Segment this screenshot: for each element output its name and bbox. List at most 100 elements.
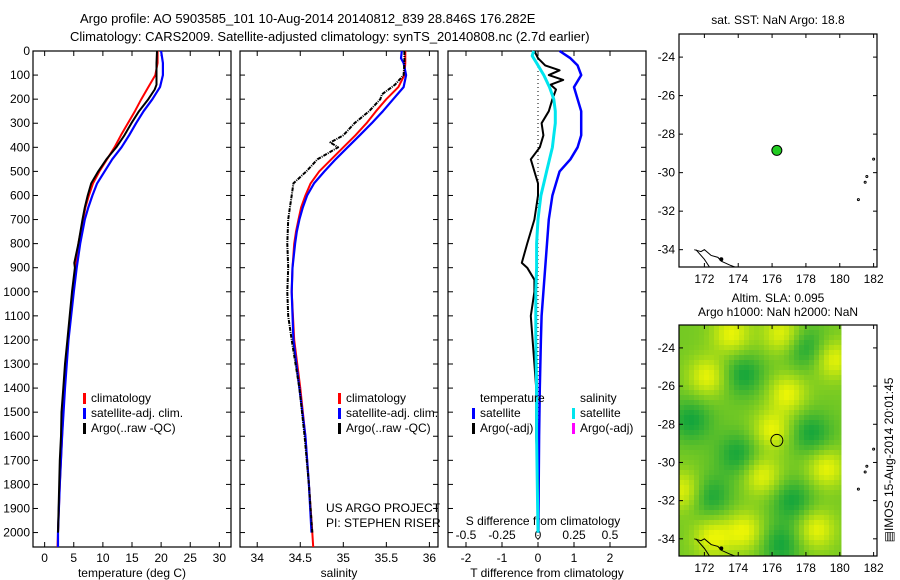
sla-cell — [834, 430, 839, 435]
sla-cell — [804, 330, 809, 335]
sla-cell — [739, 390, 744, 395]
x-tick-label: 10 — [96, 551, 110, 565]
sla-cell — [809, 435, 814, 440]
x2-tick-label: -0.5 — [456, 528, 477, 542]
sla-cell — [709, 355, 714, 360]
sla-cell — [839, 525, 842, 530]
sla-cell — [794, 465, 799, 470]
sla-cell — [744, 520, 749, 525]
sla-cell — [809, 350, 814, 355]
sla-cell — [814, 340, 819, 345]
sla-cell — [694, 410, 699, 415]
sla-cell — [694, 340, 699, 345]
sla-cell — [719, 435, 724, 440]
sla-cell — [739, 500, 744, 505]
sla-cell — [749, 460, 754, 465]
sla-cell — [779, 355, 784, 360]
sla-cell — [679, 325, 684, 330]
sla-cell — [749, 425, 754, 430]
sla-cell — [784, 415, 789, 420]
sla-cell — [809, 485, 814, 490]
sla-cell — [749, 365, 754, 370]
sla-cell — [684, 400, 689, 405]
sla-cell — [779, 345, 784, 350]
sla-cell — [744, 430, 749, 435]
sla-cell — [799, 440, 804, 445]
sla-cell — [799, 405, 804, 410]
sla-cell — [754, 530, 759, 535]
sla-cell — [714, 490, 719, 495]
sla-cell — [719, 510, 724, 515]
argo-line — [286, 51, 406, 533]
sla-cell — [744, 325, 749, 330]
sla-cell — [679, 355, 684, 360]
sla-cell — [734, 515, 739, 520]
sla-cell — [824, 450, 829, 455]
sla-cell — [839, 515, 842, 520]
sla-cell — [799, 370, 804, 375]
sla-cell — [784, 525, 789, 530]
sla-cell — [699, 455, 704, 460]
sla-cell — [839, 540, 842, 545]
sla-cell — [704, 360, 709, 365]
sla-cell — [724, 335, 729, 340]
sla-cell — [709, 520, 714, 525]
sla-cell — [739, 520, 744, 525]
sla-cell — [774, 460, 779, 465]
sla-cell — [804, 350, 809, 355]
sla-cell — [769, 520, 774, 525]
sla-cell — [754, 540, 759, 545]
sla-cell — [684, 480, 689, 485]
y-tick-label: 1400 — [3, 381, 30, 395]
sla-cell — [714, 385, 719, 390]
sla-cell — [799, 390, 804, 395]
sla-cell — [774, 475, 779, 480]
sla-cell — [774, 455, 779, 460]
sla-cell — [764, 530, 769, 535]
x-tick-label: 174 — [728, 561, 748, 575]
sla-cell — [784, 440, 789, 445]
sla-cell — [819, 425, 824, 430]
sla-cell — [684, 345, 689, 350]
sla-cell — [774, 335, 779, 340]
sla-cell — [749, 455, 754, 460]
sla-cell — [704, 540, 709, 545]
sla-cell — [709, 395, 714, 400]
sla-cell — [794, 505, 799, 510]
sla-cell — [814, 325, 819, 330]
sla-cell — [749, 375, 754, 380]
sla-cell — [784, 550, 789, 555]
sla-cell — [814, 440, 819, 445]
sla-cell — [709, 390, 714, 395]
sla-cell — [714, 325, 719, 330]
sla-cell — [774, 375, 779, 380]
sla-cell — [709, 330, 714, 335]
sla-cell — [784, 360, 789, 365]
x-tick-label: 1 — [571, 551, 578, 565]
sla-cell — [789, 415, 794, 420]
sla-cell — [739, 470, 744, 475]
sla-cell — [714, 345, 719, 350]
sla-cell — [749, 495, 754, 500]
sla-cell — [759, 390, 764, 395]
sla-cell — [709, 425, 714, 430]
sla-cell — [754, 365, 759, 370]
sla-cell — [764, 405, 769, 410]
sla-cell — [834, 345, 839, 350]
sla-cell — [704, 500, 709, 505]
sla-cell — [679, 415, 684, 420]
sla-cell — [804, 445, 809, 450]
sla-cell — [839, 500, 842, 505]
sla-cell — [699, 485, 704, 490]
sla-cell — [754, 550, 759, 555]
sla-cell — [814, 530, 819, 535]
legend-swatch — [83, 408, 86, 419]
sla-cell — [814, 455, 819, 460]
sla-cell — [754, 495, 759, 500]
sla-cell — [754, 385, 759, 390]
sla-cell — [764, 370, 769, 375]
sla-cell — [689, 390, 694, 395]
sla-cell — [709, 415, 714, 420]
sla-cell — [779, 415, 784, 420]
sla-cell — [729, 340, 734, 345]
